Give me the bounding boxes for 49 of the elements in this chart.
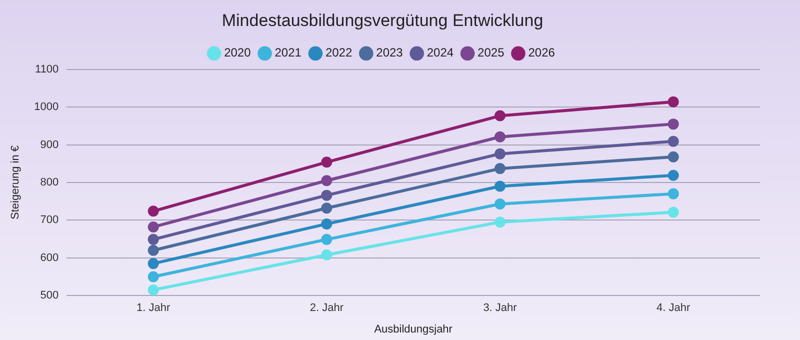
point [321,218,332,230]
y-axis-title: Steigerung in € [10,146,22,220]
point [494,131,506,142]
point [668,136,679,147]
point [148,284,159,296]
y-tick-label: 700 [40,214,59,226]
x-tick-label: 1. Jahr [136,302,170,314]
point [668,206,679,218]
point [148,234,159,245]
y-tick-label: 1100 [35,63,59,76]
x-axis-title: Ausbildungsjahr [374,323,453,336]
x-tick-label: 3. Jahr [483,302,518,314]
point [148,258,159,270]
legend-label: 2022 [325,46,352,60]
point [668,118,679,130]
point [148,244,159,256]
point [321,234,332,245]
point [148,271,159,282]
point [668,188,679,200]
point [321,190,332,201]
point [668,96,679,108]
y-tick-label: 500 [40,290,59,302]
point [494,180,506,192]
point [321,202,332,214]
point [494,110,506,122]
point [148,221,159,232]
legend-label: 2021 [274,46,302,60]
point [321,175,332,186]
point [321,249,332,260]
y-tick-label: 900 [40,138,59,151]
point [494,216,506,228]
point [148,206,159,217]
legend-label: 2020 [224,46,252,60]
legend-label: 2023 [376,46,404,60]
legend-label: 2026 [528,46,556,60]
point [494,198,506,210]
point [668,170,679,181]
y-tick-label: 1000 [34,101,59,114]
point [668,151,679,162]
point [321,156,332,168]
chart-title: Mindestausbildungsvergütung Entwicklung [222,10,544,30]
point [494,148,506,160]
y-tick-label: 600 [40,252,59,264]
legend-label: 2024 [426,46,454,60]
y-tick-label: 800 [40,176,59,189]
legend-label: 2025 [478,46,505,60]
point [494,163,506,174]
x-tick-label: 2. Jahr [310,302,344,314]
x-tick-label: 4. Jahr [656,302,690,314]
